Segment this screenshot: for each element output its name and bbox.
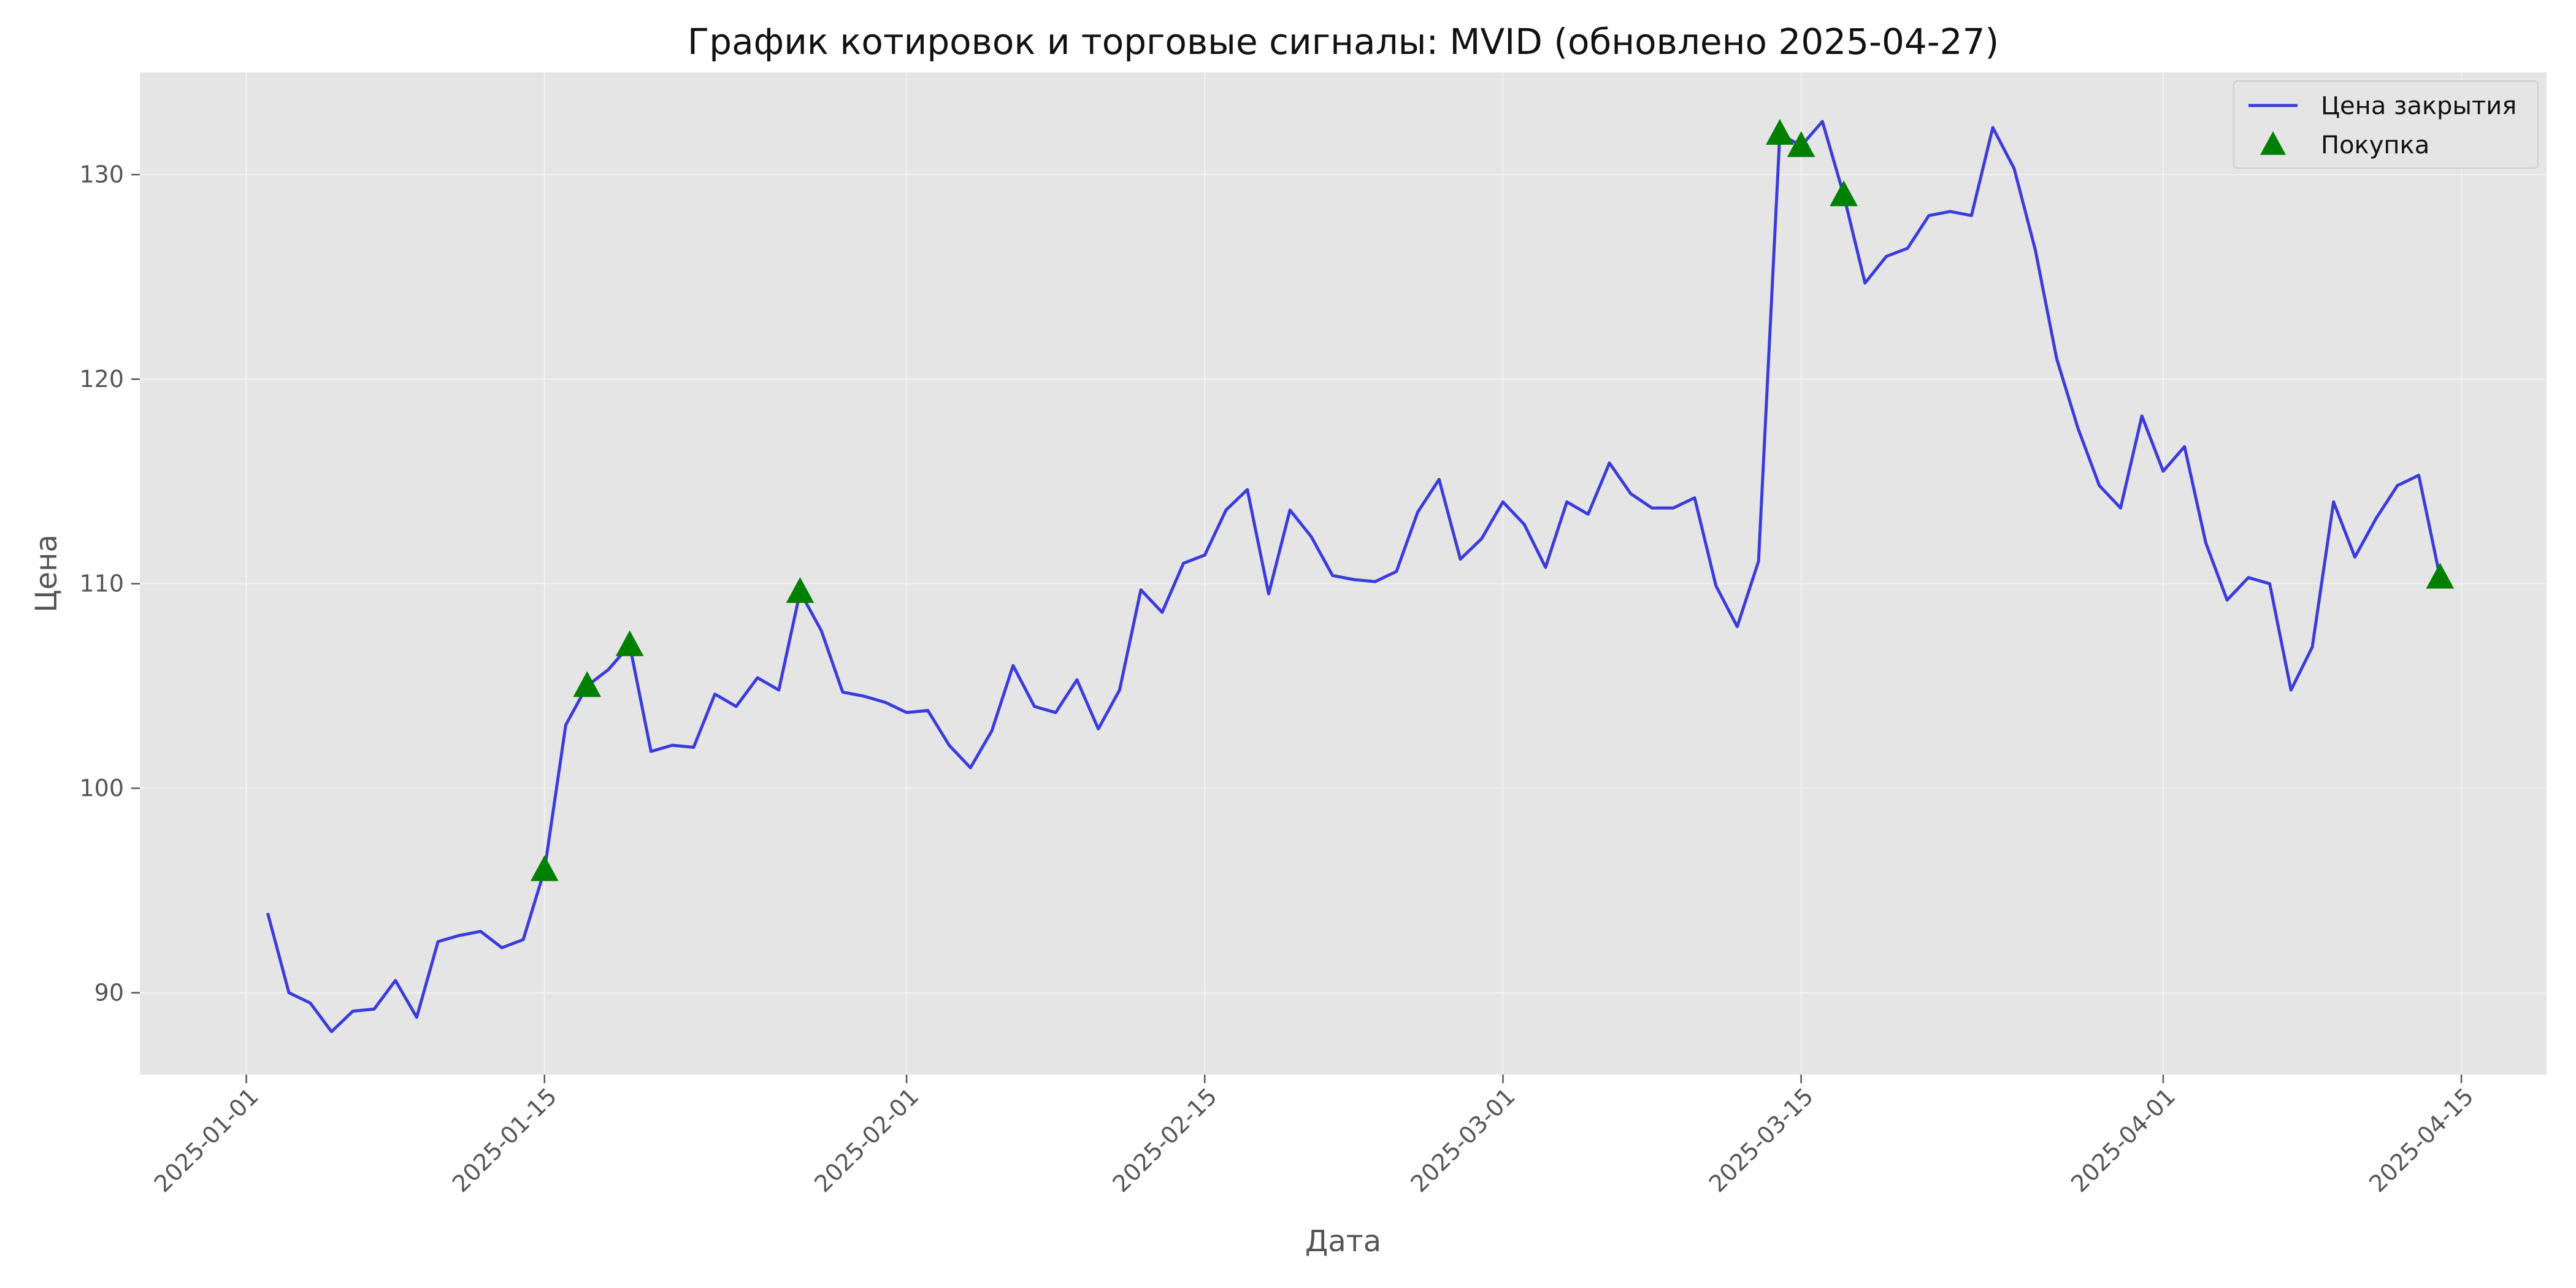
plot-area xyxy=(140,72,2547,1075)
legend: Цена закрытия Покупка xyxy=(2233,80,2539,169)
legend-box xyxy=(2233,80,2539,169)
buy-signal-marker xyxy=(615,630,644,656)
series-layer xyxy=(266,119,2455,1033)
legend-label-buy: Покупка xyxy=(2321,131,2429,159)
buy-signal-marker xyxy=(1830,180,1858,207)
chart-title: График котировок и торговые сигналы: MVI… xyxy=(688,21,1999,63)
buy-signal-marker xyxy=(786,577,815,604)
buy-signal-marker xyxy=(2426,562,2455,589)
buy-signal-marker xyxy=(1766,119,1794,145)
y-tick-label: 130 xyxy=(79,161,124,188)
y-tick-label: 120 xyxy=(79,366,124,393)
y-axis-title: Цена xyxy=(29,534,64,613)
y-tick-label: 110 xyxy=(79,570,124,597)
y-tick-label: 90 xyxy=(94,979,124,1006)
legend-triangle-icon xyxy=(2260,131,2286,155)
buy-signal-marker xyxy=(573,671,602,697)
x-axis-title: Дата xyxy=(1305,1224,1381,1259)
grid-lines xyxy=(140,72,2547,1075)
y-tick-label: 100 xyxy=(79,775,124,802)
legend-label-close: Цена закрытия xyxy=(2321,92,2517,120)
buy-signal-marker xyxy=(530,855,559,881)
buy-signal-marker xyxy=(1787,131,1815,158)
